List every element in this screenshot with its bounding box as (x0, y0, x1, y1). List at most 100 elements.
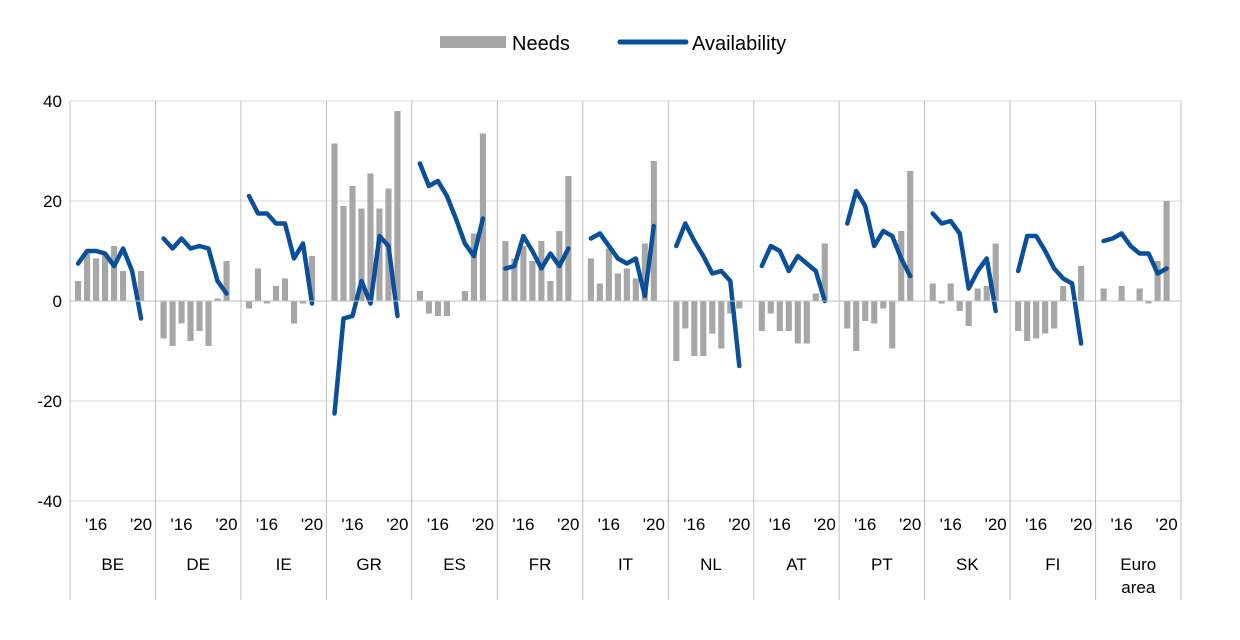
needs-bar (862, 301, 869, 321)
needs-bar (281, 278, 289, 301)
needs-bar (102, 253, 109, 301)
needs-bar (205, 301, 212, 346)
needs-bar (758, 301, 765, 331)
needs-bar (1118, 286, 1125, 301)
needs-bar (641, 243, 648, 301)
needs-bar (502, 241, 509, 301)
needs-bar (245, 301, 253, 309)
grid (70, 100, 1181, 502)
needs-bar (898, 231, 905, 301)
needs-bar (983, 286, 990, 301)
year-tick-label: '16 (1025, 515, 1047, 534)
needs-bar (691, 301, 698, 356)
needs-bar (425, 301, 432, 314)
needs-bar (907, 171, 914, 301)
needs-bar (75, 281, 82, 301)
axis-labels: 40 20 0 -20 -40 '16 '20 BE '16 '20 DE '16 '20 IE '16 '2… (37, 92, 1177, 597)
needs-bar (1042, 301, 1049, 334)
group-label: area (1121, 578, 1156, 597)
year-tick-label: '20 (1070, 515, 1092, 534)
availability-line (1101, 231, 1169, 276)
y-tick-label: 0 (53, 292, 62, 311)
availability-line (161, 236, 229, 296)
year-tick-label: '20 (301, 515, 323, 534)
needs-bar (718, 301, 725, 349)
needs-bar (565, 176, 572, 301)
needs-bar (682, 301, 689, 329)
needs-bar (299, 301, 307, 304)
year-tick-label: '16 (341, 515, 363, 534)
needs-bar (587, 258, 594, 301)
needs-bar (889, 301, 896, 349)
needs-bar (947, 283, 954, 301)
availability-line (332, 233, 400, 416)
availability-line (845, 188, 913, 279)
year-tick-label: '16 (512, 515, 534, 534)
needs-bar (358, 208, 365, 301)
legend-needs-label: Needs (512, 33, 570, 55)
year-tick-label: '20 (215, 515, 237, 534)
needs-bar (416, 291, 424, 301)
needs-bar (871, 301, 878, 324)
legend-availability-label: Availability (692, 33, 786, 55)
needs-bar (120, 271, 127, 301)
availability-line (674, 221, 742, 369)
needs-bar (709, 301, 716, 334)
year-tick-label: '16 (598, 515, 620, 534)
year-tick-label: '16 (854, 515, 876, 534)
y-tick-label: 20 (43, 192, 62, 211)
year-tick-label: '16 (1111, 515, 1133, 534)
year-tick-label: '20 (557, 515, 579, 534)
group-label: FI (1045, 555, 1060, 574)
y-tick-label: 40 (43, 92, 62, 111)
needs-bar (394, 111, 401, 301)
needs-bar (272, 286, 280, 301)
availability-line (417, 161, 486, 259)
needs-bar (178, 301, 185, 324)
y-tick-label: -20 (37, 392, 62, 411)
needs-bar (736, 301, 743, 309)
needs-bar (331, 143, 338, 301)
year-tick-label: '20 (814, 515, 836, 534)
needs-bar (700, 301, 707, 356)
needs-bar (1136, 288, 1143, 301)
needs-bar (803, 301, 810, 344)
needs-bar (1024, 301, 1031, 341)
needs-bar (1060, 286, 1067, 301)
year-tick-label: '16 (256, 515, 278, 534)
needs-bar (196, 301, 203, 331)
year-tick-label: '16 (769, 515, 791, 534)
needs-bar (111, 246, 118, 301)
needs-bar (727, 301, 734, 314)
needs-bar (776, 301, 783, 331)
availability-lines (75, 161, 1169, 416)
needs-bar (160, 301, 167, 339)
year-tick-label: '20 (985, 515, 1007, 534)
year-tick-label: '16 (170, 515, 192, 534)
needs-bar (376, 208, 383, 301)
needs-bar (367, 173, 374, 301)
group-label: NL (700, 555, 722, 574)
year-tick-label: '20 (1156, 515, 1178, 534)
needs-bar (223, 261, 230, 301)
needs-bar (929, 283, 936, 301)
legend: Needs Availability (440, 33, 786, 55)
year-tick-label: '16 (85, 515, 107, 534)
needs-bar (443, 301, 450, 316)
needs-bar (812, 293, 819, 301)
group-label: DE (186, 555, 210, 574)
availability-line (503, 233, 571, 271)
needs-bar (187, 301, 194, 341)
axes (69, 101, 1182, 600)
needs-bar (1051, 301, 1058, 329)
availability-line (75, 246, 144, 321)
needs-bar (1100, 288, 1107, 301)
needs-bar (821, 243, 828, 301)
year-tick-label: '20 (643, 515, 665, 534)
group-label: BE (101, 555, 124, 574)
needs-bar (938, 301, 945, 304)
group-label: Euro (1120, 555, 1156, 574)
needs-bar (84, 253, 91, 301)
group-label: PT (871, 555, 893, 574)
